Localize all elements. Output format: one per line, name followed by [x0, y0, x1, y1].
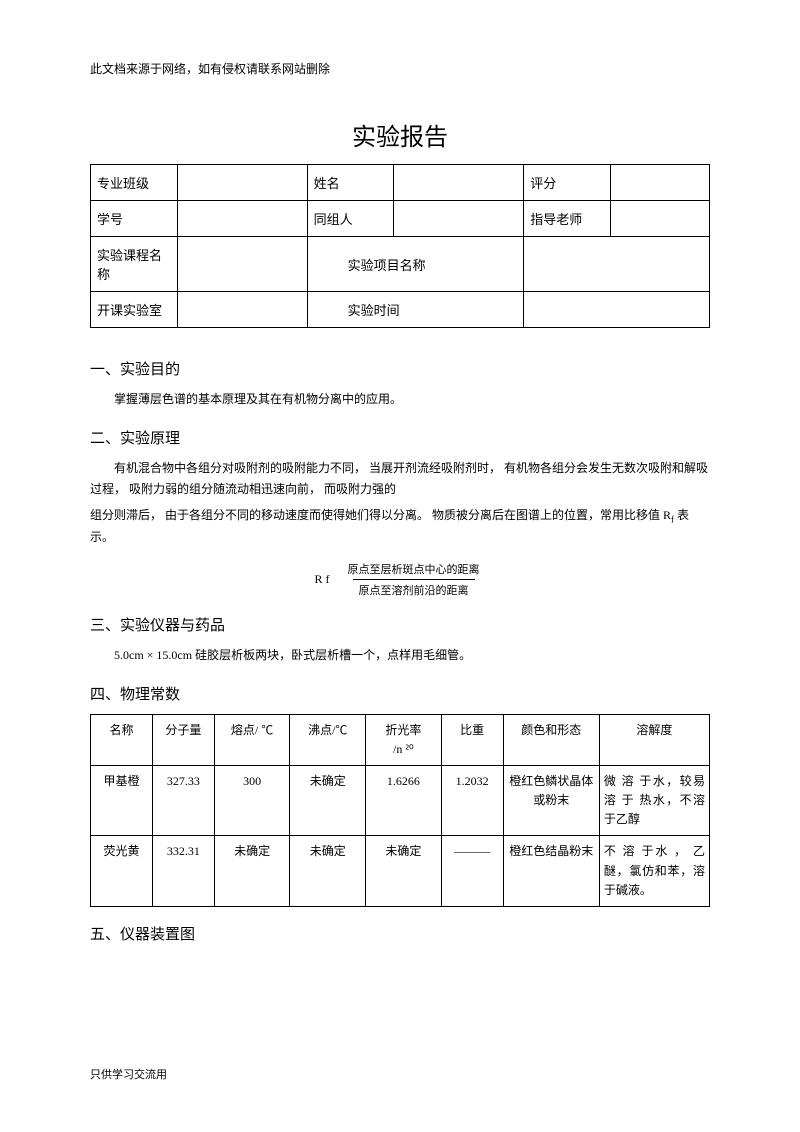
label-exp-time: 实验时间 — [307, 292, 524, 328]
label-lab-room: 开课实验室 — [91, 292, 178, 328]
col-density: 比重 — [441, 714, 503, 765]
cell-refract: 1.6266 — [366, 765, 442, 836]
section1-heading: 一、实验目的 — [90, 358, 710, 379]
label-group-member: 同组人 — [307, 201, 394, 237]
cell-mp: 未确定 — [214, 836, 290, 907]
col-solubility: 溶解度 — [599, 714, 709, 765]
col-refract: 折光率 /n ²⁰ — [366, 714, 442, 765]
table-row: 实验课程名称 实验项目名称 — [91, 237, 710, 292]
table-row: 甲基橙 327.33 300 未确定 1.6266 1.2032 橙红色鳞状晶体… — [91, 765, 710, 836]
label-project-name: 实验项目名称 — [307, 237, 524, 292]
section2-p1: 有机混合物中各组分对吸附剂的吸附能力不同， 当展开剂流经吸附剂时， 有机物各组分… — [90, 458, 710, 501]
table-header-row: 名称 分子量 熔点/ ℃ 沸点/℃ 折光率 /n ²⁰ 比重 颜色和形态 溶解度 — [91, 714, 710, 765]
table-row: 开课实验室 实验时间 — [91, 292, 710, 328]
value-cell — [177, 292, 307, 328]
label-student-id: 学号 — [91, 201, 178, 237]
cell-mw: 327.33 — [152, 765, 214, 836]
cell-refract: 未确定 — [366, 836, 442, 907]
value-cell — [394, 165, 524, 201]
cell-color: 橙红色结晶粉末 — [503, 836, 599, 907]
value-cell — [177, 237, 307, 292]
table-row: 学号 同组人 指导老师 — [91, 201, 710, 237]
formula-label: R f — [315, 572, 330, 587]
col-mp: 熔点/ ℃ — [214, 714, 290, 765]
formula-inner: R f 原点至层析斑点中心的距离 原点至溶剂前沿的距离 — [315, 561, 486, 598]
page-title: 实验报告 — [90, 117, 710, 152]
fraction: 原点至层析斑点中心的距离 原点至溶剂前沿的距离 — [342, 561, 486, 598]
cell-mw: 332.31 — [152, 836, 214, 907]
section2-p2: 组分则滞后， 由于各组分不同的移动速度而使得她们得以分离。 物质被分离后在图谱上… — [90, 505, 710, 549]
col-refract-label: 折光率 — [385, 723, 421, 737]
section2-p2-text: 组分则滞后， 由于各组分不同的移动速度而使得她们得以分离。 物质被分离后在图谱上… — [90, 508, 671, 522]
cell-density: 1.2032 — [441, 765, 503, 836]
value-cell — [394, 201, 524, 237]
fraction-denominator: 原点至溶剂前沿的距离 — [353, 579, 475, 598]
cell-density: ——— — [441, 836, 503, 907]
label-advisor: 指导老师 — [524, 201, 611, 237]
col-color: 颜色和形态 — [503, 714, 599, 765]
value-cell — [610, 165, 709, 201]
cell-mp: 300 — [214, 765, 290, 836]
table-row: 荧光黄 332.31 未确定 未确定 未确定 ——— 橙红色结晶粉末 不 溶 于… — [91, 836, 710, 907]
section3-heading: 三、实验仪器与药品 — [90, 614, 710, 635]
cell-solubility: 微 溶 于水，较易溶 于 热水，不溶于乙醇 — [599, 765, 709, 836]
cell-name: 甲基橙 — [91, 765, 153, 836]
footer-note: 只供学习交流用 — [90, 1066, 167, 1082]
label-name: 姓名 — [307, 165, 394, 201]
label-major-class: 专业班级 — [91, 165, 178, 201]
header-note: 此文档来源于网络，如有侵权请联系网站删除 — [90, 60, 710, 77]
fraction-numerator: 原点至层析斑点中心的距离 — [342, 561, 486, 579]
info-table: 专业班级 姓名 评分 学号 同组人 指导老师 实验课程名称 实验项目名称 开课实… — [90, 164, 710, 328]
physical-constants-table: 名称 分子量 熔点/ ℃ 沸点/℃ 折光率 /n ²⁰ 比重 颜色和形态 溶解度… — [90, 714, 710, 908]
value-cell — [524, 237, 710, 292]
cell-bp: 未确定 — [290, 765, 366, 836]
cell-name: 荧光黄 — [91, 836, 153, 907]
value-cell — [610, 201, 709, 237]
section5-heading: 五、仪器装置图 — [90, 923, 710, 944]
section3-body: 5.0cm × 15.0cm 硅胶层析板两块，卧式层析槽一个，点样用毛细管。 — [90, 645, 710, 667]
cell-bp: 未确定 — [290, 836, 366, 907]
col-mw: 分子量 — [152, 714, 214, 765]
label-course-name: 实验课程名称 — [91, 237, 178, 292]
col-name: 名称 — [91, 714, 153, 765]
value-cell — [177, 165, 307, 201]
section1-body: 掌握薄层色谱的基本原理及其在有机物分离中的应用。 — [90, 389, 710, 411]
formula-block: R f 原点至层析斑点中心的距离 原点至溶剂前沿的距离 — [90, 561, 710, 598]
table-row: 专业班级 姓名 评分 — [91, 165, 710, 201]
section2-heading: 二、实验原理 — [90, 427, 710, 448]
section4-heading: 四、物理常数 — [90, 683, 710, 704]
cell-color: 橙红色鳞状晶体或粉末 — [503, 765, 599, 836]
value-cell — [524, 292, 710, 328]
value-cell — [177, 201, 307, 237]
label-score: 评分 — [524, 165, 611, 201]
cell-solubility: 不 溶 于水 ， 乙醚，氯仿和苯，溶于碱液。 — [599, 836, 709, 907]
col-refract-sub: /n ²⁰ — [393, 742, 414, 756]
col-bp: 沸点/℃ — [290, 714, 366, 765]
